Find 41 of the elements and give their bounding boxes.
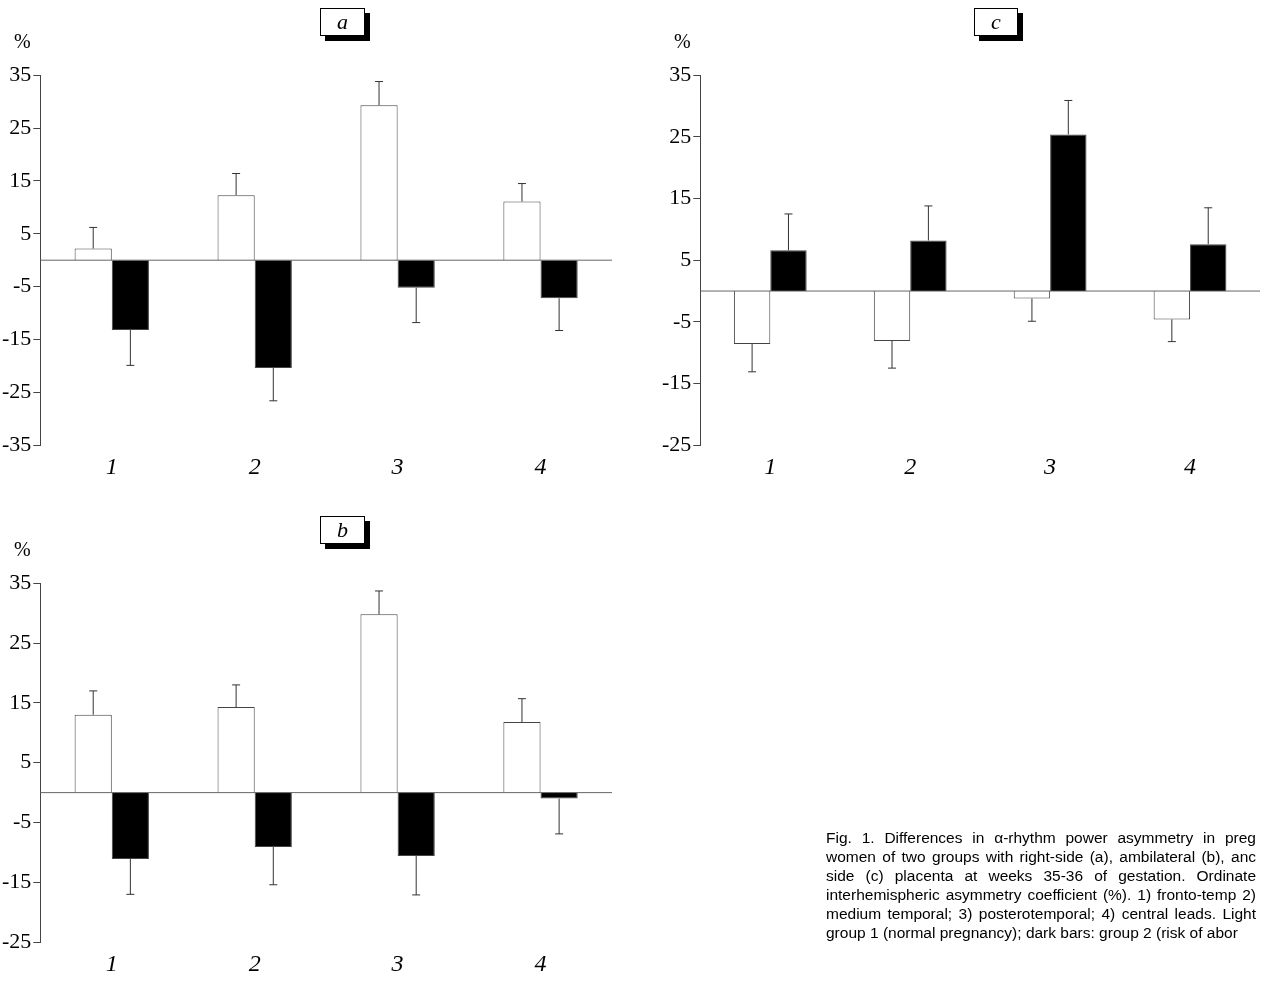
- y-tick-label: -5: [13, 272, 32, 298]
- chart-title: b: [320, 516, 365, 544]
- chart-title: c: [974, 8, 1018, 36]
- x-tick-label: 2: [248, 452, 261, 479]
- y-axis-title: %: [14, 538, 31, 561]
- y-tick-label: -5: [13, 808, 32, 834]
- y-tick-label: 15: [9, 166, 32, 192]
- x-tick-label: 4: [534, 452, 547, 479]
- y-axis-title: %: [674, 30, 691, 53]
- y-tick-label: -15: [662, 369, 692, 395]
- x-tick-label: 1: [105, 949, 118, 976]
- y-tick-label: 35: [9, 60, 32, 86]
- y-tick-label: -25: [2, 927, 32, 953]
- x-tick-label: 3: [390, 452, 404, 479]
- y-tick-label: -35: [2, 430, 32, 456]
- y-tick-label: 15: [9, 688, 32, 714]
- y-tick-label: -25: [2, 378, 32, 404]
- y-tick-label: -25: [662, 430, 692, 456]
- x-tick-label: 4: [534, 949, 547, 976]
- y-tick-label: 25: [669, 122, 692, 148]
- y-tick-label: 15: [669, 184, 692, 210]
- x-tick-label: 4: [1184, 452, 1197, 479]
- y-tick-label: -5: [673, 307, 692, 333]
- caption: Fig. 1. Differences in α-rhythm power asymmetry in preg women of two groups with right-side (a), ambilateral (b), anc side (c) placenta at weeks 35-36 of gestation. Ordinate interhemispheric asymmetry coefficient (%). 1) fronto-temp 2) medium temporal; 3) posterotemporal; 4) central leads. Light group 1 (normal pregnancy); dark bars: group 2 (risk of abor: [826, 828, 1256, 942]
- y-tick-label: 5: [680, 245, 692, 271]
- y-tick-label: 35: [669, 60, 692, 86]
- x-tick-label: 2: [904, 452, 917, 479]
- y-tick-label: -15: [2, 325, 32, 351]
- x-tick-label: 1: [764, 452, 777, 479]
- y-tick-label: 25: [9, 628, 32, 654]
- y-tick-label: 25: [9, 113, 32, 139]
- y-tick-label: -15: [2, 868, 32, 894]
- x-tick-label: 2: [248, 949, 261, 976]
- y-tick-label: 5: [20, 748, 32, 774]
- x-tick-label: 3: [390, 949, 404, 976]
- x-tick-label: 3: [1043, 452, 1057, 479]
- x-tick-label: 1: [105, 452, 118, 479]
- y-tick-label: 5: [20, 219, 32, 245]
- y-tick-label: 35: [9, 568, 32, 594]
- y-axis-title: %: [14, 30, 31, 53]
- chart-title: a: [320, 8, 365, 36]
